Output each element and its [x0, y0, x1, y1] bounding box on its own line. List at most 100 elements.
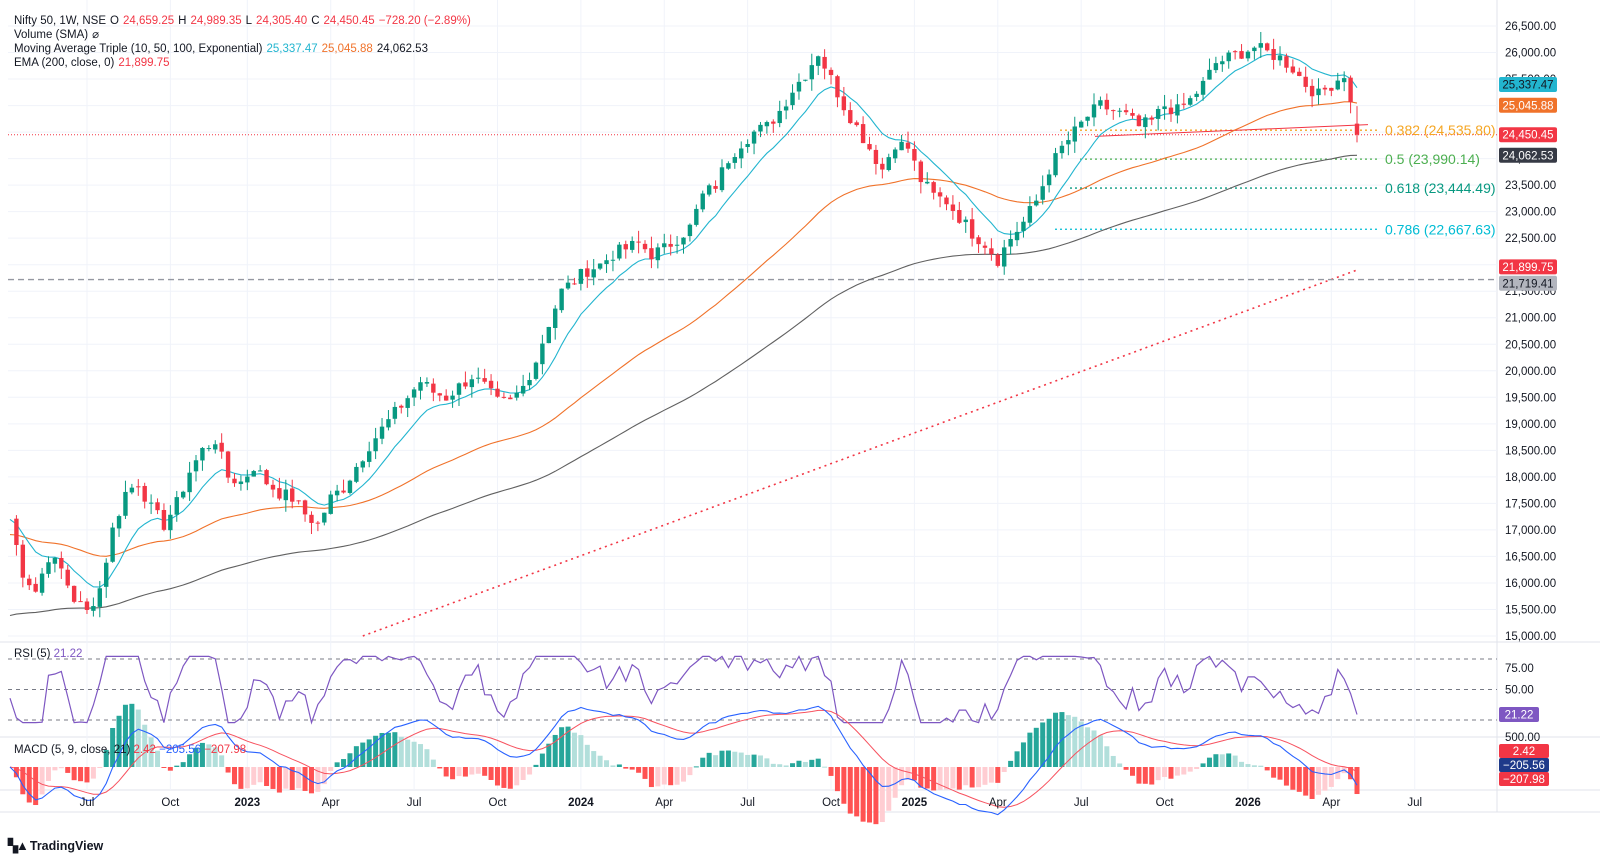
candle-body [392, 406, 398, 419]
volume-legend[interactable]: Volume (SMA) ⌀ [14, 28, 475, 42]
candle-body [912, 148, 917, 161]
candle-body [1348, 77, 1353, 103]
macd-histogram-bar [1232, 755, 1238, 767]
candle-body [104, 562, 109, 587]
candle-body [572, 283, 577, 285]
candle-body [739, 148, 744, 159]
macd-histogram-bar [661, 767, 667, 785]
rsi-pane[interactable]: 75.00 50.00 21.22 [8, 655, 1539, 725]
candle-body [944, 197, 949, 205]
candle-body [880, 163, 885, 170]
ma10-value: 25,337.47 [266, 43, 318, 55]
macd-histogram-bar [321, 767, 327, 785]
ma-triple-legend[interactable]: Moving Average Triple (10, 50, 100, Expo… [14, 42, 475, 56]
macd-histogram-bar [238, 767, 244, 789]
candle-body [713, 186, 718, 189]
candle-body [341, 490, 346, 493]
macd-histogram-bar [700, 757, 706, 767]
ema-legend[interactable]: EMA (200, close, 0) 21,899.75 [14, 56, 475, 70]
macd-histogram-bar [1136, 767, 1142, 784]
macd-histogram-bar [71, 767, 77, 781]
candle-body [405, 398, 410, 408]
macd-histogram-bar [539, 753, 545, 767]
candle-body [553, 308, 558, 328]
macd-histogram-bar [45, 767, 51, 781]
macd-histogram-bar [847, 767, 853, 814]
macd-histogram-bar [424, 749, 430, 767]
macd-histogram-bar [943, 767, 949, 790]
candle-body [822, 56, 827, 69]
macd-histogram-bar [135, 709, 141, 767]
macd-histogram-bar [33, 767, 39, 806]
ma100-value: 24,062.53 [376, 43, 428, 55]
macd-histogram-bar [193, 747, 199, 767]
macd-histogram-bar [1085, 727, 1091, 767]
time-axis[interactable]: Jul Oct 2023 Apr Jul Oct 2024 Apr Jul Oct 2025 Apr J… [80, 797, 1422, 809]
candle-body [745, 143, 750, 148]
candle-body [373, 438, 378, 452]
macd-histogram-bar [636, 767, 642, 773]
candle-body [957, 209, 962, 223]
y-tick-label: 16,500.00 [1505, 551, 1556, 563]
macd-legend[interactable]: MACD (5, 9, close, 21) 2.42 −205.56 −207… [14, 744, 246, 756]
rsi-line [9, 655, 1358, 725]
candle-body [578, 269, 584, 284]
macd-histogram-bar [976, 767, 982, 788]
candle-body [527, 379, 532, 386]
macd-histogram-bar [867, 767, 873, 823]
fib-level-label: 0.786 (22,667.63) [1385, 221, 1496, 237]
macd-histogram-bar [1046, 718, 1052, 767]
rsi-legend[interactable]: RSI (5) 21.22 [14, 648, 82, 660]
macd-histogram-bar [514, 767, 520, 786]
x-tick-label: Apr [655, 797, 673, 809]
macd-histogram-bar [225, 767, 231, 773]
macd-histogram-bar [1303, 767, 1309, 796]
candle-body [1091, 104, 1097, 118]
candle-body [1297, 71, 1302, 77]
macd-histogram-bar [1008, 760, 1014, 767]
candle-body [1309, 85, 1315, 97]
candle-body [623, 244, 628, 250]
macd-histogram-bar [103, 749, 109, 767]
candle-body [1322, 87, 1328, 90]
candle-body [431, 383, 436, 393]
candle-body [206, 448, 212, 450]
macd-histogram-bar [142, 724, 148, 767]
macd-histogram-bar [546, 743, 552, 767]
macd-pane[interactable]: 500.002.42−205.56−207.98 [9, 703, 1549, 825]
candle-body [1027, 206, 1033, 223]
macd-histogram-bar [745, 754, 751, 767]
price-axis[interactable]: 26,500.0026,000.0025,500.0025,000.0024,5… [1505, 21, 1556, 643]
candle-body [219, 442, 224, 452]
support-price-tag-bg [1499, 275, 1557, 291]
macd-histogram-bar [1053, 712, 1059, 767]
price-pane[interactable]: 0.382 (24,535.80) 0.5 (23,990.14) 0.618 (2… [8, 31, 1497, 637]
macd-histogram-bar [1251, 765, 1257, 767]
macd-histogram-bar [418, 744, 424, 767]
candle-body [925, 181, 930, 184]
macd-histogram-bar [1123, 767, 1129, 770]
hidden-eye-icon[interactable]: ⌀ [92, 29, 100, 41]
macd-histogram-bar [822, 766, 828, 768]
macd-histogram-bar [1213, 754, 1219, 767]
macd-hist-tag-bg [1499, 744, 1549, 758]
tradingview-logo-icon: ▚▲ [8, 838, 29, 853]
macd-histogram-bar [501, 767, 507, 788]
macd-histogram-bar [918, 767, 924, 788]
candle-body [989, 248, 994, 255]
macd-histogram-bar [392, 732, 398, 767]
macd-histogram-bar [738, 752, 744, 767]
y-tick-label: 23,500.00 [1505, 180, 1556, 192]
macd-histogram-bar [674, 767, 680, 785]
candle-body [995, 254, 1000, 266]
candle-body [764, 122, 770, 127]
tradingview-logo[interactable]: ▚▲ TradingView [8, 838, 103, 854]
low-label: L [245, 15, 253, 27]
candle-body [116, 516, 122, 529]
symbol-legend[interactable]: Nifty 50, 1W, NSE O 24,659.25 H 24,989.35 L 24… [14, 14, 475, 28]
macd-histogram-bar [116, 715, 122, 767]
macd-histogram-bar [950, 767, 956, 789]
macd-histogram-bar [1277, 767, 1283, 780]
candle-body [899, 141, 904, 151]
